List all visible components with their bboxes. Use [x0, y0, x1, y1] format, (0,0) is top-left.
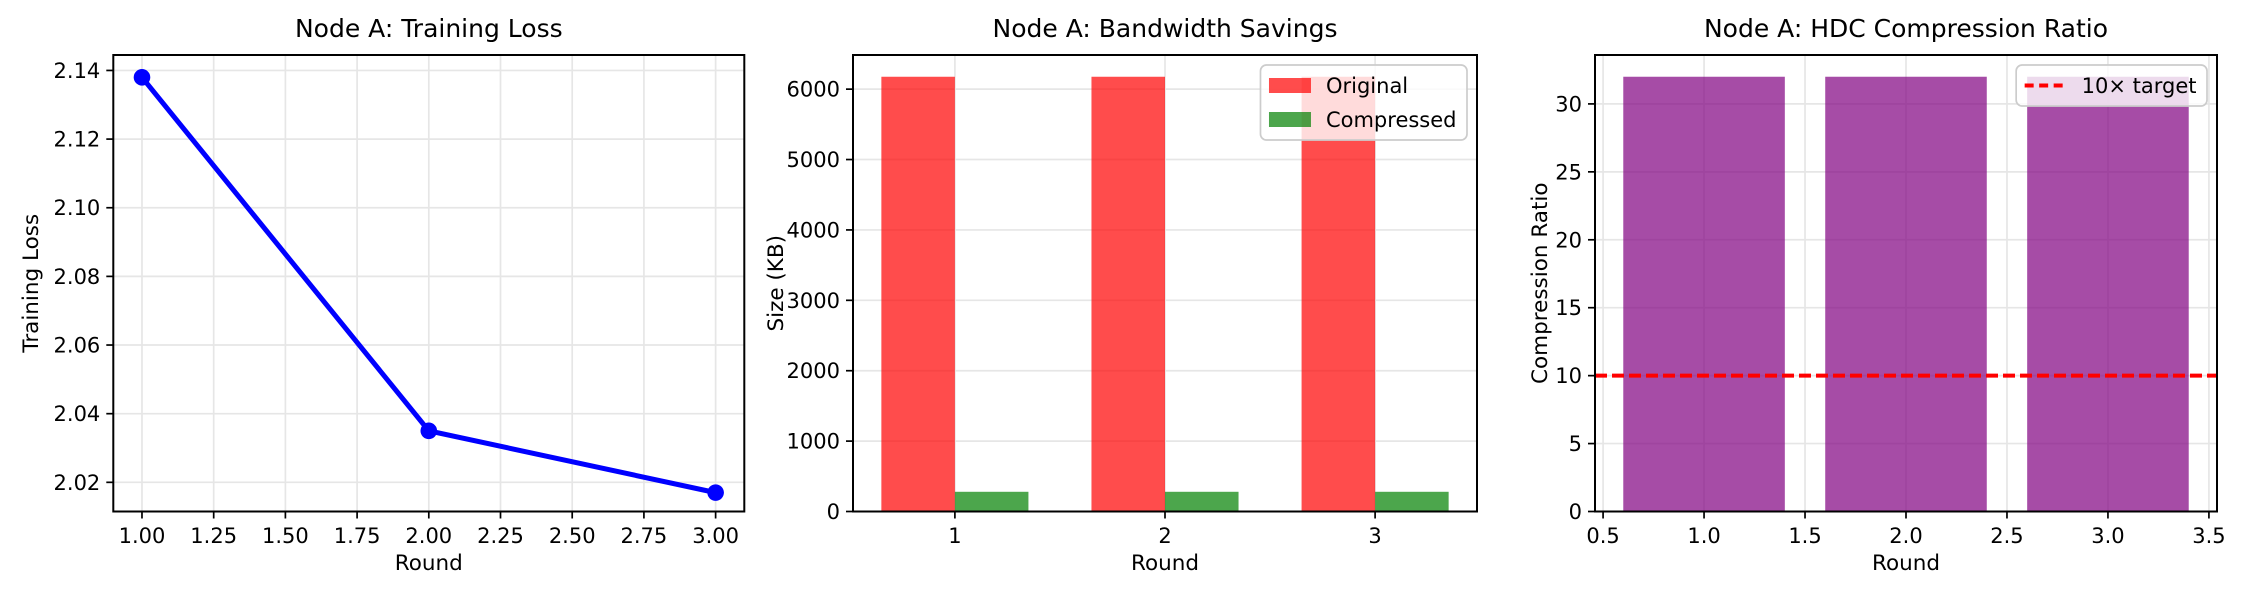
legend-box: [2015, 64, 2208, 107]
x-tick-label: 2.00: [405, 524, 452, 548]
x-tick-label: 0.5: [1586, 524, 1619, 548]
x-tick-label: 1.00: [119, 524, 166, 548]
x-tick-label: 2.5: [1990, 524, 2023, 548]
y-tick-label: 2000: [787, 359, 840, 383]
y-tick-label: 0: [827, 500, 840, 524]
compression-ratio-bar-round-2: [1825, 76, 1987, 512]
y-tick-label: 15: [1555, 296, 1582, 320]
legend: 10× target: [2015, 64, 2208, 107]
compressed-bar-round-3: [1375, 491, 1449, 512]
y-tick-label: 10: [1555, 364, 1582, 388]
x-tick-label: 3.0: [2091, 524, 2124, 548]
hdc-compression-ratio-chart: 0.5 1.0 1.5 2.0 2.5 3.0 3.5 0 5 10 15 20 25 30 Node A:…: [1528, 14, 2226, 576]
y-tick-label: 5000: [787, 148, 840, 172]
legend-label: Original: [1326, 74, 1408, 98]
x-tick-label: 1: [948, 524, 961, 548]
y-tick-label: 2.10: [54, 196, 101, 220]
y-tick-label: 2.04: [54, 402, 101, 426]
x-tick-label: 3.5: [2192, 524, 2225, 548]
legend-label: Compressed: [1326, 108, 1457, 132]
legend: Original Compressed: [1259, 64, 1468, 141]
y-tick-label: 2.14: [54, 59, 101, 83]
grid: [113, 55, 745, 512]
y-tick-label: 2.08: [54, 265, 101, 289]
y-tick-label: 5: [1569, 432, 1582, 456]
training-loss-panel: 1.00 1.25 1.50 1.75 2.00 2.25 2.50 2.75 3.00 2.02…: [0, 0, 750, 600]
x-axis-label: Round: [1131, 551, 1199, 576]
y-tick-label: 30: [1555, 92, 1582, 116]
y-tick-label: 25: [1555, 160, 1582, 184]
x-axis-label: Round: [395, 551, 463, 576]
compression-ratio-bar-round-3: [2027, 76, 2189, 512]
x-tick-label: 1.5: [1788, 524, 1821, 548]
legend-swatch-compressed: [1268, 112, 1311, 127]
original-bar-round-1: [881, 76, 955, 512]
data-point-round-2: [420, 422, 438, 440]
data-point-round-3: [707, 484, 724, 501]
bandwidth-savings-chart: 1 2 3 0 1000 2000 3000 4000 5000 6000 Node A: Band…: [764, 14, 1478, 576]
x-tick-label: 1.0: [1687, 524, 1720, 548]
legend-label: 10× target: [2082, 74, 2197, 98]
chart-title: Node A: HDC Compression Ratio: [1704, 14, 2108, 43]
training-loss-chart: 1.00 1.25 1.50 1.75 2.00 2.25 2.50 2.75 3.00 2.02…: [19, 14, 746, 576]
y-axis-label: Compression Ratio: [1528, 182, 1553, 384]
y-tick-label: 6000: [787, 78, 840, 102]
x-tick-label: 2: [1158, 524, 1171, 548]
y-tick-label: 2.06: [54, 334, 101, 358]
x-tick-label: 1.75: [334, 524, 381, 548]
y-axis-label: Training Loss: [19, 214, 44, 354]
original-bar-round-2: [1091, 76, 1165, 512]
compressed-bar-round-1: [954, 491, 1029, 512]
compressed-bar-round-2: [1165, 491, 1239, 512]
x-tick-label: 2.0: [1889, 524, 1922, 548]
x-axis-label: Round: [1872, 551, 1940, 576]
hdc-compression-ratio-panel: 0.5 1.0 1.5 2.0 2.5 3.0 3.5 0 5 10 15 20 25 30 Node A:…: [1500, 0, 2250, 600]
y-tick-label: 2.12: [54, 128, 101, 152]
data-point-round-1: [133, 69, 151, 86]
x-tick-label: 3: [1368, 524, 1381, 548]
y-axis-label: Size (KB): [764, 235, 789, 332]
y-tick-label: 4000: [787, 218, 840, 242]
original-bar-round-3: [1301, 76, 1376, 512]
x-tick-label: 3.00: [692, 524, 739, 548]
legend-swatch-original: [1268, 78, 1311, 93]
x-tick-label: 2.75: [621, 524, 668, 548]
bandwidth-savings-panel: 1 2 3 0 1000 2000 3000 4000 5000 6000 Node A: Band…: [750, 0, 1500, 600]
y-tick-label: 0: [1569, 500, 1582, 524]
y-tick-label: 20: [1555, 228, 1582, 252]
y-tick-label: 3000: [787, 289, 840, 313]
legend-box: [1259, 64, 1468, 141]
x-tick-label: 1.25: [190, 524, 237, 548]
chart-title: Node A: Training Loss: [295, 14, 563, 43]
x-tick-label: 2.50: [549, 524, 596, 548]
compression-ratio-bar-round-1: [1623, 76, 1785, 512]
y-tick-label: 1000: [787, 430, 840, 454]
x-tick-label: 2.25: [477, 524, 524, 548]
y-tick-label: 2.02: [54, 471, 101, 495]
chart-title: Node A: Bandwidth Savings: [993, 14, 1338, 43]
x-tick-label: 1.50: [262, 524, 309, 548]
